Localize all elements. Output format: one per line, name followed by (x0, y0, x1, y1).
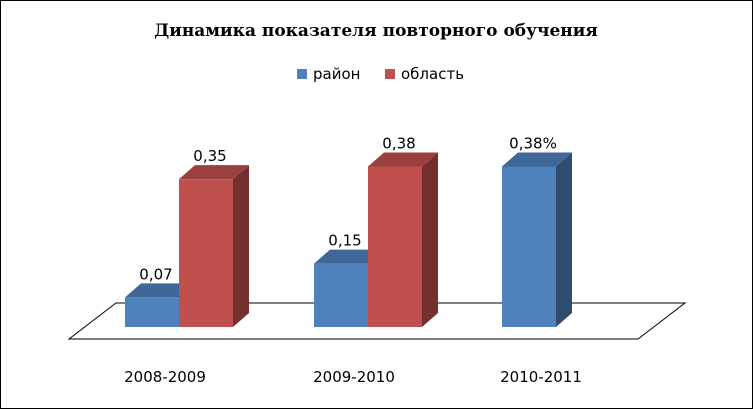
x-tick-label-2: 2010-2011 (500, 368, 582, 386)
data-label-1-0: 0,35 (193, 147, 226, 165)
bar-front (179, 179, 233, 327)
data-label-0-0: 0,07 (139, 265, 172, 283)
chart-title: Динамика показателя повторного обучения (154, 21, 598, 41)
x-tick-label-0: 2008-2009 (124, 368, 206, 386)
bar-top (179, 165, 249, 180)
legend-label-1: область (401, 65, 464, 83)
bar-1-0 (179, 165, 249, 327)
x-axis-ticks: 2008-2009 2009-2010 2010-2011 (124, 368, 582, 386)
bar-top (368, 152, 438, 167)
bar-side (422, 152, 438, 327)
bar-0-2 (502, 152, 572, 327)
bar-1-1 (368, 152, 438, 327)
bar-top (125, 283, 195, 298)
bar-front (314, 263, 368, 327)
legend-swatch-0 (297, 69, 307, 79)
bar-side (233, 165, 249, 327)
x-tick-label-1: 2009-2010 (313, 368, 395, 386)
data-label-0-2: 0,38% (509, 134, 557, 152)
legend-label-0: район (313, 65, 360, 83)
bars (125, 152, 572, 327)
bar-front (502, 166, 556, 327)
legend: район область (297, 65, 464, 83)
bar-top (502, 152, 572, 167)
data-label-1-1: 0,38 (382, 134, 415, 152)
legend-swatch-1 (385, 69, 395, 79)
data-labels: 0,07 0,35 0,15 0,38 0,38% (139, 134, 557, 283)
bar-top (314, 249, 384, 264)
bar-front (125, 297, 179, 327)
data-label-0-1: 0,15 (328, 232, 361, 250)
bar-front (368, 166, 422, 327)
bar-side (556, 152, 572, 327)
